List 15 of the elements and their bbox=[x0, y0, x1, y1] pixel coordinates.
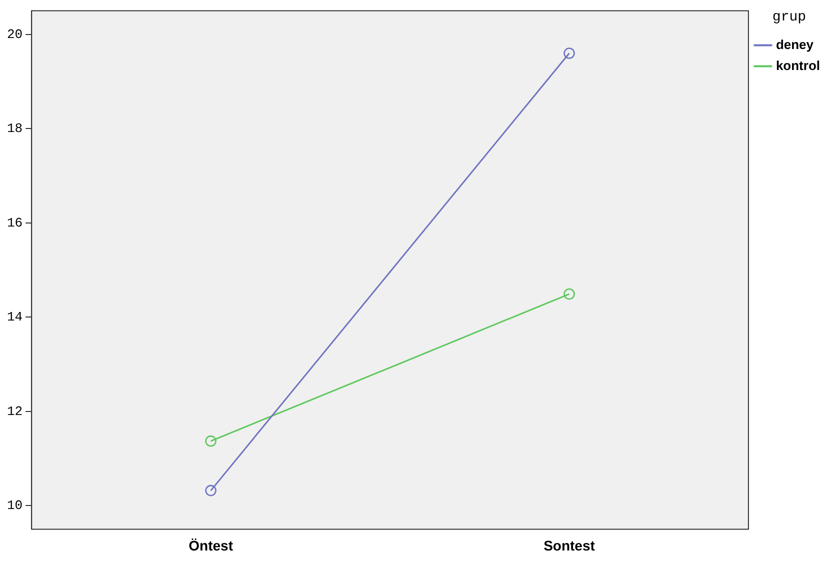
y-tick-label: 20 bbox=[6, 26, 23, 42]
point bbox=[205, 484, 216, 496]
legend-title: grup bbox=[772, 10, 806, 26]
x-tick-label: Sontest bbox=[544, 537, 596, 554]
y-tick-label: 12 bbox=[6, 404, 23, 419]
point bbox=[205, 435, 216, 447]
x-tick-label: Öntest bbox=[188, 537, 234, 554]
point bbox=[564, 288, 575, 300]
y-tick-label: 10 bbox=[6, 498, 23, 514]
legend-label: kontrol bbox=[776, 58, 820, 73]
y-tick-label: 18 bbox=[6, 121, 23, 136]
point bbox=[564, 48, 575, 59]
legend-label: deney bbox=[776, 36, 814, 52]
y-tick-label: 16 bbox=[6, 215, 23, 230]
y-tick-label: 14 bbox=[6, 310, 23, 325]
